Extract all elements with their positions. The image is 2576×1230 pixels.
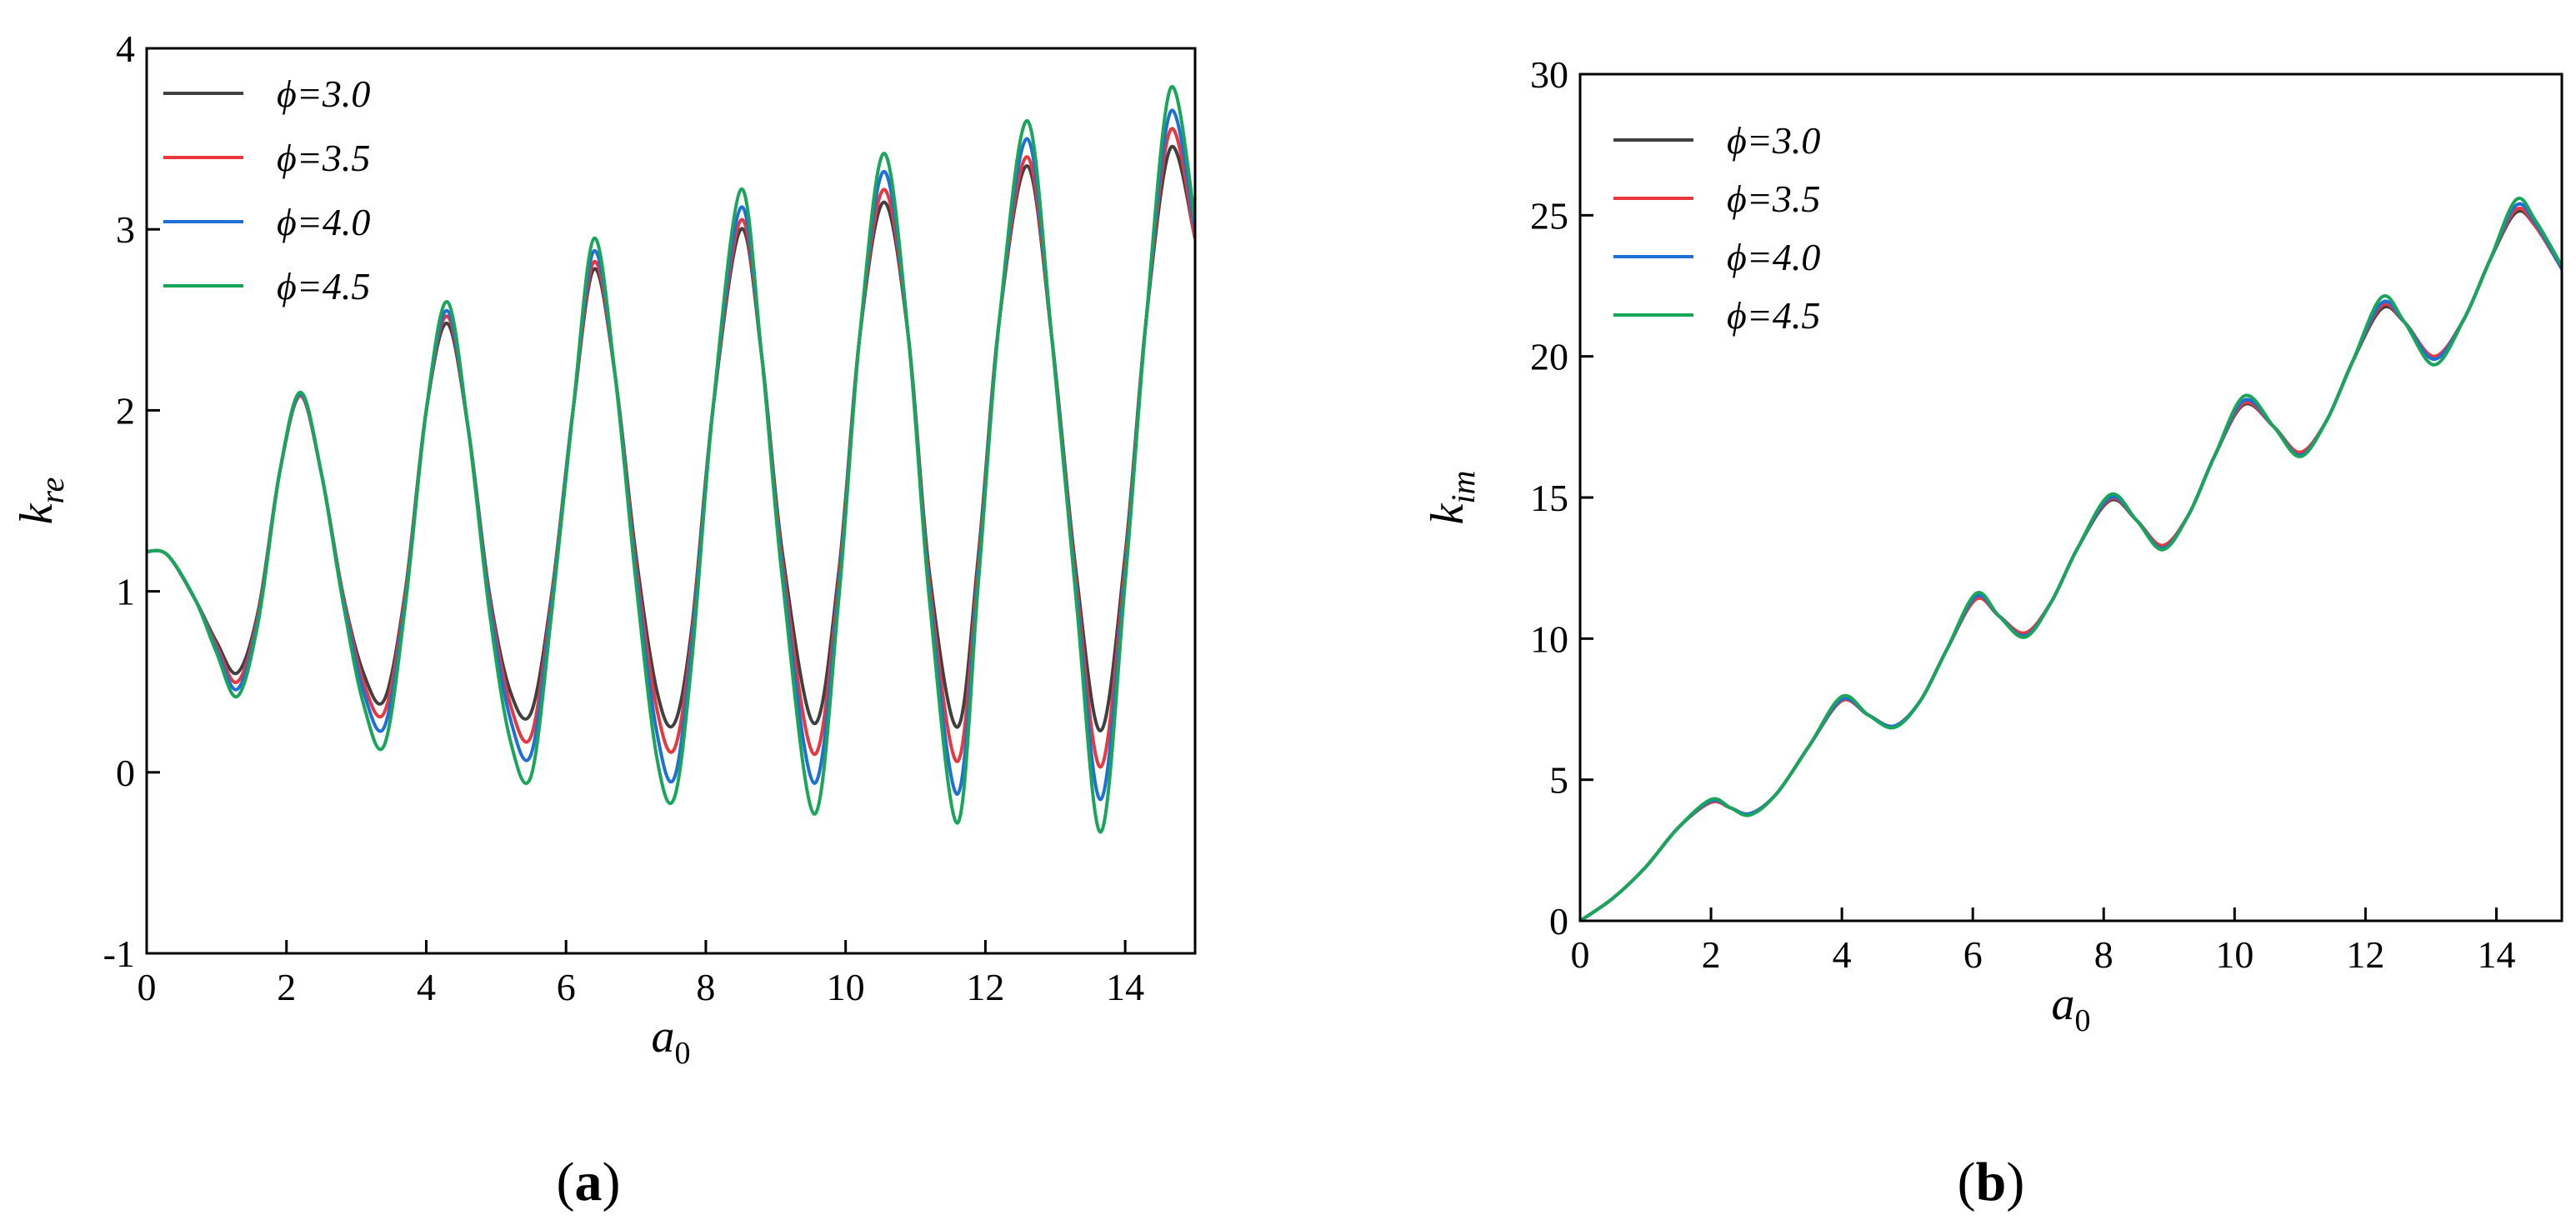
legend-label: ϕ=4.5 [277, 265, 370, 308]
x-tick-label: 2 [1702, 933, 1721, 976]
y-tick-label: -1 [103, 932, 135, 975]
x-tick-label: 8 [2094, 933, 2113, 976]
y-tick-label: 25 [1530, 194, 1568, 237]
y-tick-label: 0 [116, 752, 135, 794]
y-axis-label: kim [1422, 471, 1482, 525]
y-tick-label: 0 [1549, 900, 1568, 942]
plot-area [147, 85, 1195, 834]
x-tick-label: 4 [417, 966, 436, 1008]
x-tick-label: 4 [1833, 933, 1852, 976]
legend-label: ϕ=3.0 [277, 72, 370, 115]
x-tick-label: 12 [966, 966, 1004, 1008]
x-axis-label: a0 [2052, 978, 2091, 1038]
y-tick-label: 5 [1549, 759, 1568, 802]
y-tick-label: 1 [116, 571, 135, 613]
legend-label: ϕ=4.0 [1727, 236, 1820, 278]
x-tick-label: 8 [696, 966, 715, 1008]
y-tick-label: 3 [116, 208, 135, 251]
legend-label: ϕ=4.0 [277, 201, 370, 243]
y-tick-label: 15 [1530, 477, 1568, 519]
series-line-4 [147, 85, 1195, 834]
legend: ϕ=3.0 ϕ=3.5 ϕ=4.0 ϕ=4.5 [1613, 119, 1820, 337]
x-tick-label: 12 [2346, 933, 2384, 976]
chart-panel-b: 0 2 4 6 8 10 12 14051015202530a0kimϕ=3.0ϕ=3.5ϕ=… [1422, 53, 2563, 1212]
x-tick-label: 6 [557, 966, 576, 1008]
y-tick-label: 2 [116, 389, 135, 432]
x-tick-label: 14 [2477, 933, 2515, 976]
y-tick-label: 4 [116, 28, 135, 70]
legend-label: ϕ=3.5 [1727, 178, 1820, 220]
series-line-4 [1580, 197, 2562, 921]
x-tick-label: 2 [277, 966, 296, 1008]
y-axis-label: kre [11, 478, 71, 525]
legend-label: ϕ=3.0 [1727, 119, 1820, 162]
x-tick-label: 14 [1106, 966, 1144, 1008]
x-tick-label: 6 [1963, 933, 1983, 976]
y-tick-label: 10 [1530, 618, 1568, 660]
x-tick-label: 0 [1571, 933, 1590, 976]
chart-panel-a: 0 2 4 6 8 10 12 14-101234a0kreϕ=3.0ϕ=3.5ϕ=4.0ϕ=… [11, 28, 1197, 1212]
x-tick-label: 0 [138, 966, 157, 1008]
panel-caption: (b) [1958, 1152, 2025, 1212]
plot-area [1580, 197, 2562, 921]
plot-frame [145, 47, 1197, 955]
x-tick-label: 10 [827, 966, 865, 1008]
y-tick-label: 30 [1530, 53, 1568, 96]
x-axis-label: a0 [652, 1011, 691, 1071]
x-tick-label: 10 [2215, 933, 2253, 976]
panel-caption: (a) [557, 1152, 621, 1212]
legend-label: ϕ=3.5 [277, 137, 370, 179]
y-tick-label: 20 [1530, 336, 1568, 378]
legend: ϕ=3.0 ϕ=3.5 ϕ=4.0 ϕ=4.5 [163, 72, 370, 308]
legend-label: ϕ=4.5 [1727, 294, 1820, 337]
